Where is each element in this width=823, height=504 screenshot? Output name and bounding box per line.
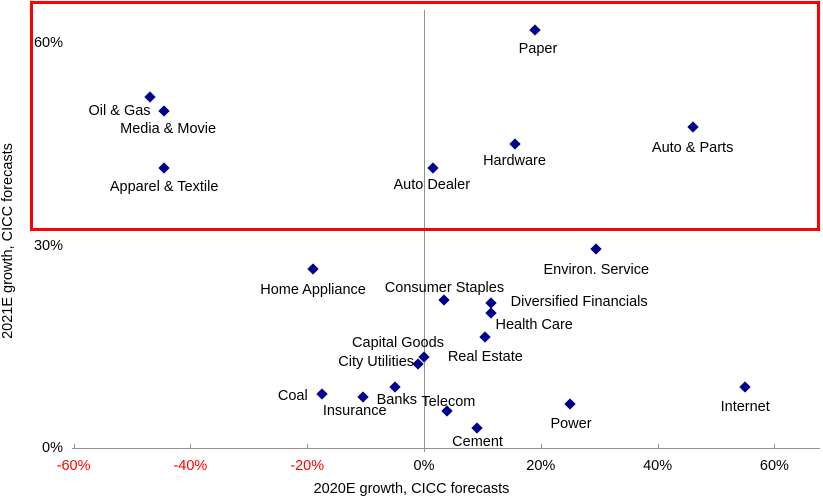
data-point-label-coal: Coal	[277, 388, 308, 404]
data-point-label-banks: Banks	[376, 392, 417, 409]
data-point-label-auto-dealer: Auto Dealer	[393, 176, 471, 193]
data-point-label-auto-parts: Auto & Parts	[651, 140, 734, 157]
x-axis-tick	[424, 444, 425, 448]
data-point-label-paper: Paper	[518, 40, 558, 57]
data-point-label-cement: Cement	[452, 433, 503, 450]
data-point-label-hardware: Hardware	[483, 153, 546, 170]
data-point-marker-coal	[316, 388, 328, 400]
data-point-marker-banks	[389, 381, 401, 393]
zero-gridline	[424, 10, 425, 452]
data-point-label-consumer-staples: Consumer Staples	[384, 279, 505, 296]
data-point-marker-home-appliance	[307, 263, 319, 275]
data-point-marker-consumer-staples	[438, 293, 451, 306]
x-axis-tick	[190, 444, 192, 448]
data-point-label-internet: Internet	[720, 399, 770, 416]
data-point-marker-auto-parts	[686, 121, 699, 134]
y-axis-tick-label: 0%	[42, 440, 63, 456]
x-axis-tick-label: 60%	[759, 458, 789, 474]
data-point-marker-insurance	[357, 391, 369, 404]
data-point-marker-media-movie	[158, 104, 170, 117]
data-point-label-power: Power	[550, 416, 592, 433]
x-axis-title: 2020E growth, CICC forecasts	[313, 481, 510, 497]
x-axis-tick	[774, 444, 776, 448]
x-axis-tick-label: -20%	[290, 458, 325, 474]
data-point-label-home-appliance: Home Appliance	[260, 282, 366, 299]
x-axis-line	[72, 448, 820, 449]
data-point-marker-apparel-textile	[158, 162, 170, 174]
x-axis-tick	[73, 444, 75, 448]
data-point-label-city-utilities: City Utilities	[338, 353, 415, 370]
data-point-marker-real-estate	[479, 330, 491, 343]
y-axis-tick-label: 60%	[33, 35, 63, 51]
x-axis-tick-label: 40%	[643, 458, 673, 474]
x-axis-tick-label: 0%	[413, 458, 435, 474]
data-point-marker-oil-gas	[143, 91, 156, 103]
data-point-label-capital-goods: Capital Goods	[352, 334, 444, 351]
x-axis-tick	[540, 444, 542, 448]
x-axis-tick	[657, 444, 659, 448]
x-axis-tick-label: -60%	[56, 458, 91, 474]
x-axis-tick	[307, 444, 309, 448]
data-point-label-diversified-financials: Diversified Financials	[510, 293, 648, 310]
x-axis-tick-label: -40%	[173, 458, 208, 474]
data-point-label-health-care: Health Care	[495, 317, 573, 333]
data-point-label-oil-gas: Oil & Gas	[88, 103, 151, 119]
data-point-marker-auto-dealer	[427, 162, 439, 174]
data-point-marker-hardware	[508, 138, 521, 150]
data-point-marker-paper	[529, 23, 541, 36]
data-point-label-real-estate: Real Estate	[447, 348, 523, 365]
data-point-label-media-movie: Media & Movie	[120, 120, 217, 137]
data-point-marker-cement	[470, 422, 483, 434]
data-point-marker-environ-service	[590, 243, 602, 255]
data-point-marker-power	[564, 398, 576, 410]
data-point-label-apparel-textile: Apparel & Textile	[109, 178, 219, 195]
data-point-label-insurance: Insurance	[322, 403, 387, 420]
x-axis-tick-label: 20%	[526, 458, 556, 474]
data-point-marker-internet	[739, 381, 751, 393]
y-axis-tick-label: 30%	[33, 237, 63, 254]
data-point-label-telecom: Telecom	[421, 393, 476, 410]
y-axis-title: 2021E growth, CICC forecasts	[0, 143, 16, 339]
data-point-label-environ-service: Environ. Service	[543, 261, 650, 278]
